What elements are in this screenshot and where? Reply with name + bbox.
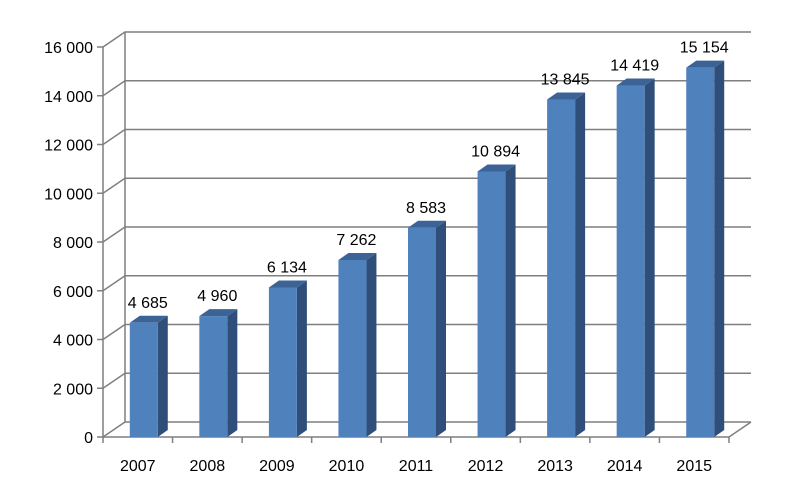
x-category-label: 2015 [676,458,712,475]
data-label: 15 154 [680,40,729,57]
bar [268,280,307,437]
bar [547,92,586,437]
data-label: 8 583 [406,200,446,217]
bar-front [616,85,645,438]
y-tick-label: 16 000 [44,40,93,57]
bar-front [129,322,158,437]
x-category-label: 2009 [259,458,295,475]
bar-side [575,92,586,437]
bars [129,60,725,438]
bar [408,220,446,437]
bar-top [547,92,586,100]
bar-front [547,99,576,437]
x-category-label: 2012 [468,458,504,475]
x-category-label: 2011 [399,458,434,475]
floor-edge [728,421,752,438]
data-label: 4 960 [197,288,237,305]
bar-top [129,315,168,323]
bar-side [436,220,446,437]
bar-side [714,60,725,438]
bar-side [296,280,307,437]
data-labels: 4 685 4 960 6 134 7 262 8 583 10 894 13 845 14 … [128,40,729,312]
data-label: 14 419 [610,58,659,75]
bar-front [686,67,715,437]
bar [477,164,516,438]
bar-front [408,227,436,437]
bar-side [366,252,377,437]
bar [616,78,655,438]
x-category-label: 2014 [607,458,643,475]
x-category-label: 2007 [120,458,156,475]
bar-top [199,309,238,317]
bar-front [199,316,228,437]
bar-top [477,164,516,172]
y-tick-label: 6 000 [53,284,93,301]
data-label: 6 134 [267,259,307,276]
bar-side [227,309,238,437]
y-tick-label: 12 000 [44,138,93,155]
bar-front [477,171,506,438]
bar-side [157,315,168,437]
data-label: 13 845 [541,72,590,89]
bar-front [338,259,367,437]
y-tick-label: 10 000 [44,186,93,203]
x-axis-categories: 2007 2008 2009 2010 2011 2012 2013 2014 2015 [102,437,730,475]
bar [686,60,725,438]
y-tick-label: 2 000 [53,381,93,398]
y-tick-label: 4 000 [53,333,93,350]
x-category-label: 2010 [329,458,365,475]
bar [338,252,377,437]
bar-front [268,287,297,437]
bar-top [268,280,307,288]
bar [199,309,238,437]
y-tick-label: 8 000 [53,235,93,252]
data-label: 7 262 [336,232,376,249]
data-label: 10 894 [471,143,520,160]
bar-side [505,164,516,438]
bar-top [686,60,725,68]
y-tick-label: 0 [84,430,93,447]
bar-top [338,252,377,260]
bar-top [408,220,446,228]
x-category-label: 2013 [537,458,573,475]
x-category-label: 2008 [190,458,226,475]
data-label: 4 685 [128,295,168,312]
y-tick-label: 14 000 [44,89,93,106]
bar-side [644,78,655,438]
bar-top [616,78,655,86]
y-axis-ticks: 0 2 000 4 000 6 000 8 000 10 000 12 000 14 000 1… [44,40,103,447]
gridline [102,31,751,48]
bar [129,315,168,437]
